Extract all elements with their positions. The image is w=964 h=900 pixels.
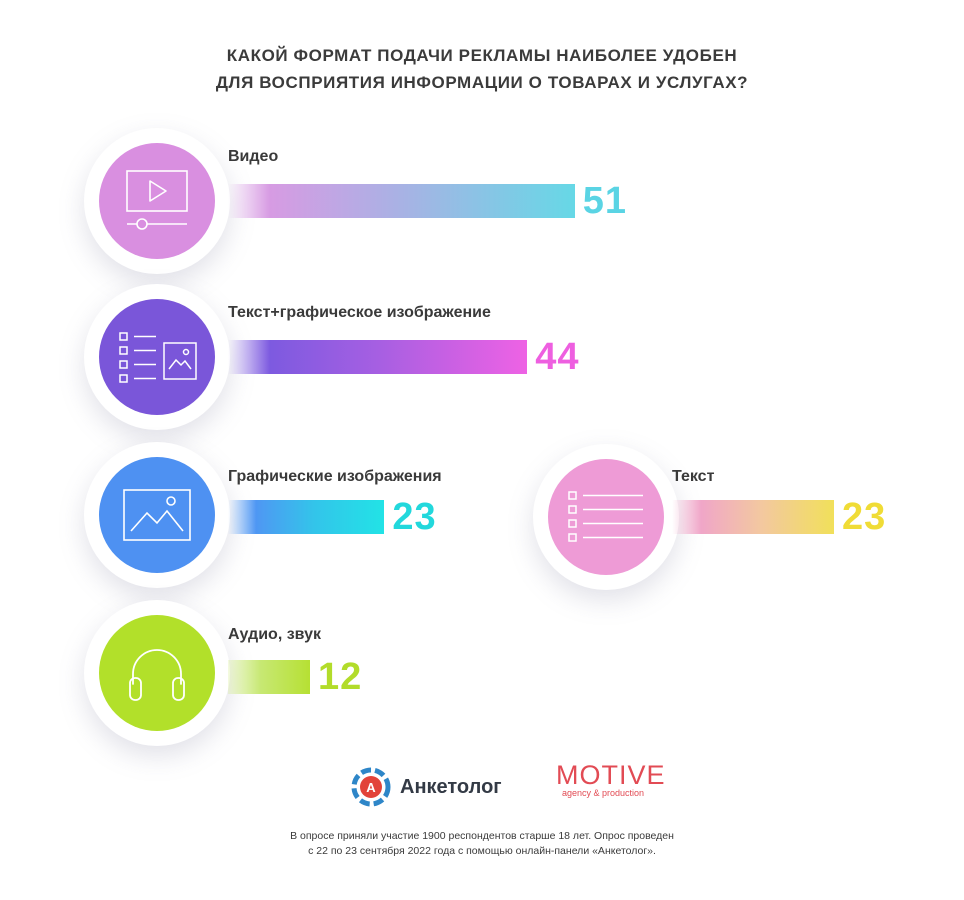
video-icon-circle xyxy=(99,143,215,259)
logo-anketolog: А Анкетолог xyxy=(350,766,502,808)
label-audio: Аудио, звук xyxy=(228,626,322,643)
audio-icon-circle xyxy=(99,615,215,731)
survey-note-line-2: с 22 по 23 сентября 2022 года с помощью … xyxy=(308,845,656,857)
anketolog-logo-icon: А xyxy=(351,767,391,807)
text-icon-circle xyxy=(548,459,664,575)
text-list-icon xyxy=(568,491,643,542)
image-icon xyxy=(123,489,191,541)
text-image-icon xyxy=(119,332,197,383)
logo-motive-text: MOTIVE xyxy=(556,760,666,790)
bar-images xyxy=(228,500,385,534)
video-player-icon xyxy=(126,170,188,230)
chart-title-line-1: КАКОЙ ФОРМАТ ПОДАЧИ РЕКЛАМЫ НАИБОЛЕЕ УДО… xyxy=(226,46,738,65)
bar-audio xyxy=(228,660,310,694)
label-images: Графические изображения xyxy=(228,468,442,485)
text-image-icon-circle xyxy=(99,299,215,415)
value-images: 23 xyxy=(392,496,437,538)
bar-text-image xyxy=(228,340,528,374)
value-video: 51 xyxy=(582,180,628,222)
label-video: Видео xyxy=(228,148,279,165)
label-text: Текст xyxy=(672,468,715,485)
bar-video xyxy=(228,184,575,218)
headphones-icon xyxy=(129,649,185,701)
footer-logos: А Анкетолог MOTIVE agency & production xyxy=(0,760,964,810)
survey-note-line-1: В опросе приняли участие 1900 респондент… xyxy=(290,830,674,842)
chart-title-line-2: ДЛЯ ВОСПРИЯТИЯ ИНФОРМАЦИИ О ТОВАРАХ И УС… xyxy=(215,73,749,92)
anketolog-logo-letter: А xyxy=(366,780,376,795)
value-audio: 12 xyxy=(318,656,363,698)
value-text-image: 44 xyxy=(535,336,580,378)
label-text-image: Текст+графическое изображение xyxy=(228,304,491,321)
logo-motive: MOTIVE agency & production xyxy=(556,760,666,798)
images-icon-circle xyxy=(99,457,215,573)
value-text: 23 xyxy=(842,496,887,538)
survey-note: В опросе приняли участие 1900 респондент… xyxy=(0,829,964,859)
bar-text xyxy=(672,500,834,534)
logo-anketolog-text: Анкетолог xyxy=(400,775,502,798)
logo-motive-subtitle: agency & production xyxy=(562,788,645,798)
chart-title: КАКОЙ ФОРМАТ ПОДАЧИ РЕКЛАМЫ НАИБОЛЕЕ УДО… xyxy=(0,42,964,96)
